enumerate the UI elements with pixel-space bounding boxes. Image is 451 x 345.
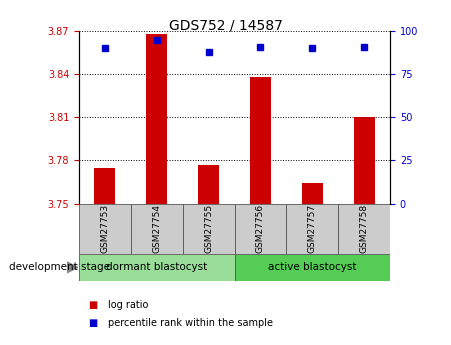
Text: GDS752 / 14587: GDS752 / 14587 (169, 19, 282, 33)
Bar (79, 204, 131, 254)
Text: GSM27753: GSM27753 (101, 204, 109, 253)
Bar (235, 254, 390, 281)
Bar (146, 34, 167, 204)
Bar (302, 184, 322, 204)
Text: GSM27754: GSM27754 (152, 204, 161, 253)
Text: GSM27757: GSM27757 (308, 204, 317, 253)
Bar (94, 168, 115, 204)
Text: ■: ■ (88, 318, 97, 327)
Text: GSM27755: GSM27755 (204, 204, 213, 253)
Text: development stage: development stage (9, 263, 110, 272)
Bar (183, 204, 235, 254)
Text: ■: ■ (88, 300, 97, 310)
Bar (235, 204, 286, 254)
Text: GSM27758: GSM27758 (360, 204, 368, 253)
Bar (338, 204, 390, 254)
Bar (250, 77, 271, 204)
Bar (79, 254, 235, 281)
Text: log ratio: log ratio (108, 300, 149, 310)
Text: percentile rank within the sample: percentile rank within the sample (108, 318, 273, 327)
Bar (131, 204, 183, 254)
Bar (286, 204, 338, 254)
Bar (198, 165, 219, 204)
Text: active blastocyst: active blastocyst (268, 263, 357, 272)
Text: GSM27756: GSM27756 (256, 204, 265, 253)
Polygon shape (67, 262, 78, 273)
Text: dormant blastocyst: dormant blastocyst (106, 263, 207, 272)
Bar (354, 117, 374, 204)
